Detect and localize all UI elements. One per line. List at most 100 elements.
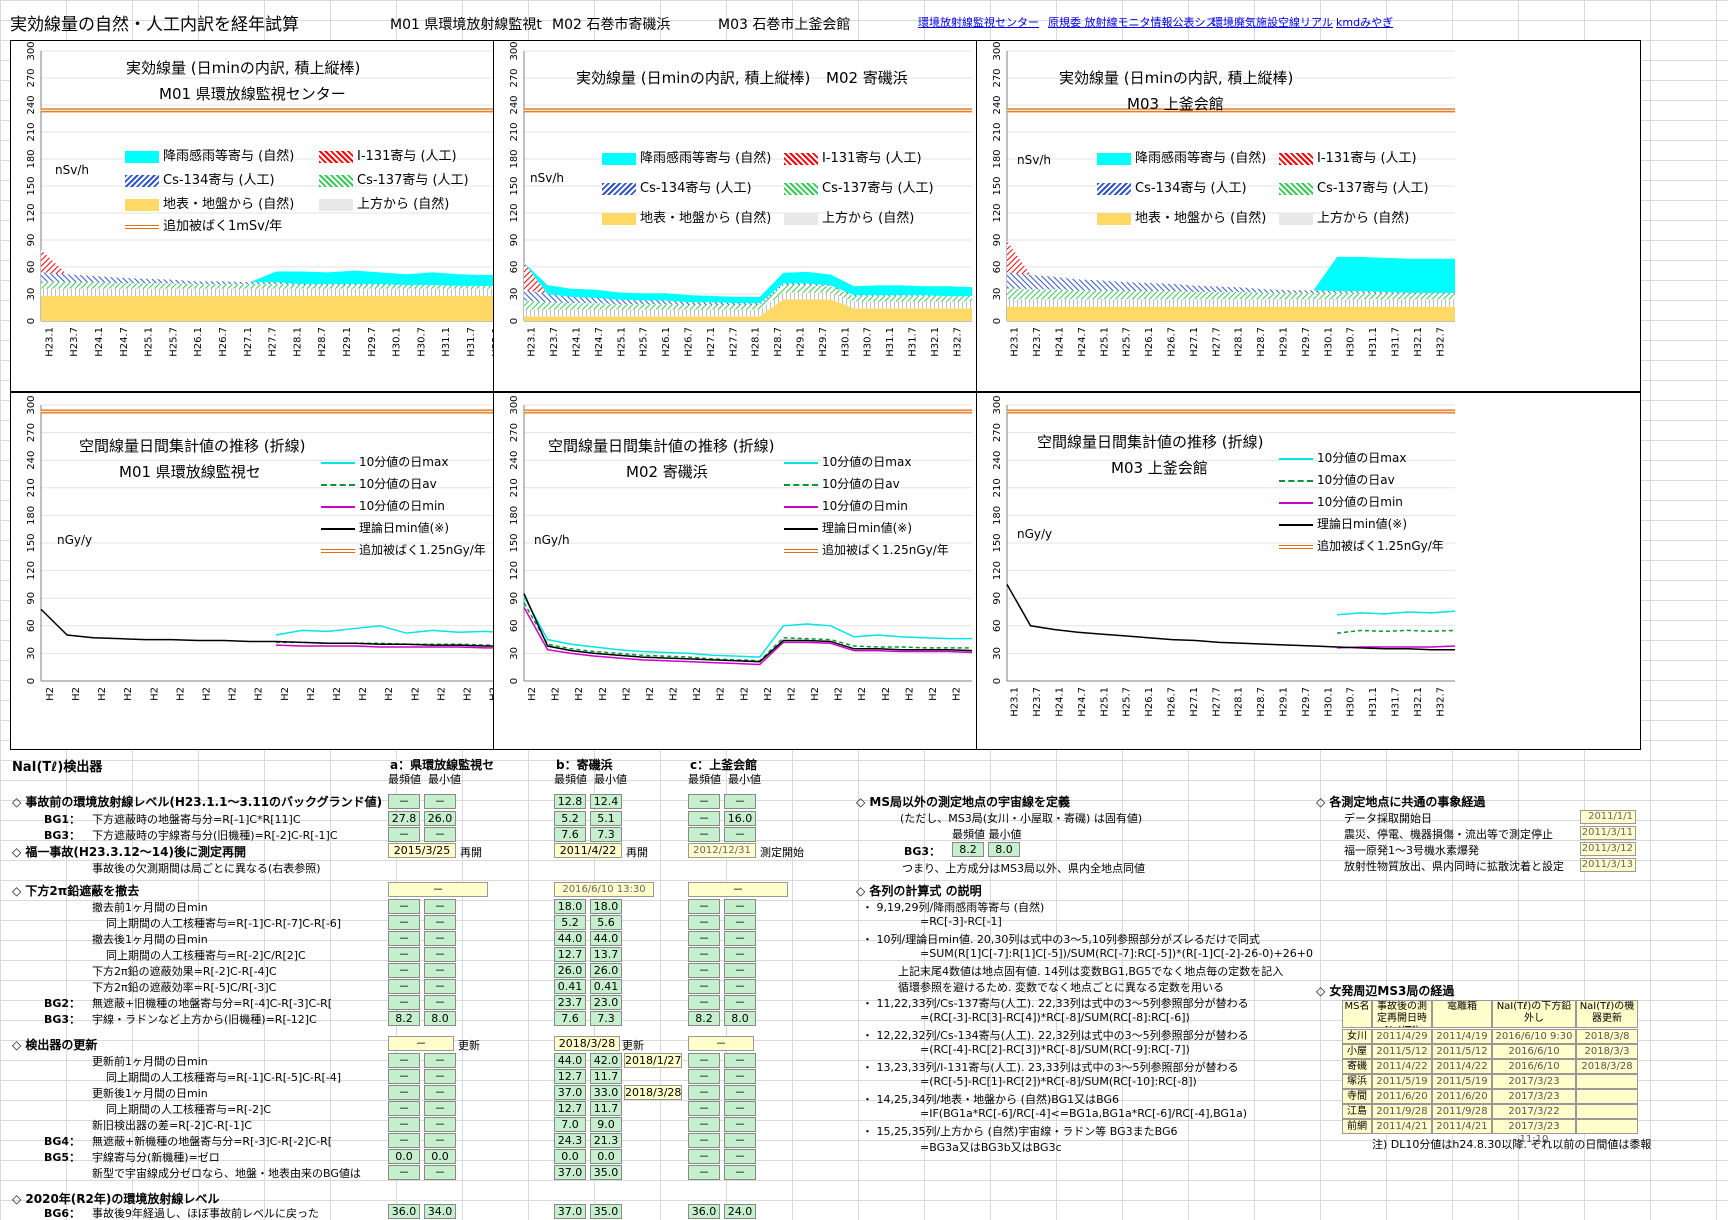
s3-row-5: 下方2π鉛の遮蔽効果=R[-2]C-R[-4]C [92, 965, 277, 978]
legend-ground: 地表・地盤から (自然) [602, 207, 771, 226]
legend-label: Cs-137寄与 (人工) [1317, 181, 1429, 196]
legend-label: 10分値の日max [1317, 451, 1407, 465]
y-tick-label: 210 [992, 122, 1003, 141]
y-tick-label: 0 [992, 318, 1003, 324]
legend-rain: 降雨感雨等寄与 (自然) [1097, 147, 1266, 166]
legend-label: I-131寄与 (人工) [357, 149, 457, 164]
x-tick-label: H2 [175, 687, 186, 701]
section-title-shield-removal: ◇ 下方2π鉛遮蔽を撤去 [12, 884, 140, 898]
cs137-area [41, 281, 537, 289]
x-tick-label: H27.7 [1211, 687, 1222, 717]
swatch [1279, 544, 1313, 549]
x-tick-label: H28.1 [751, 327, 762, 357]
cell-a-s3-min: － [424, 915, 456, 930]
link-monitoring-center[interactable]: 環境放射線監視センター [918, 16, 1039, 29]
ms3-cell: 2011/4/22 [1432, 1059, 1492, 1074]
cell-b-s3-min: 5.6 [590, 915, 622, 930]
x-tick-label: H29.1 [1279, 687, 1290, 717]
y-tick-label: 150 [26, 176, 37, 195]
x-tick-label: H23.7 [1032, 687, 1043, 717]
formula-section-title: ◇ 各列の計算式 の説明 [856, 884, 982, 898]
legend-ground: 地表・地盤から (自然) [1097, 207, 1266, 226]
legend-daymin: 10分値の日min [1279, 493, 1403, 510]
y-tick-label: 30 [26, 647, 37, 660]
ms3-note: 注) DL10分値はh24.8.30以降. それ以前の日間値は黍報 [1372, 1138, 1652, 1151]
y-tick-label: 150 [509, 176, 520, 195]
x-tick-label: H2 [786, 687, 797, 701]
s3-row-3: 撤去後1ヶ月間の日min [92, 933, 208, 946]
legend-theory: 理論日min値(※) [1279, 515, 1407, 532]
s4-row-6: 新型で宇宙線成分ゼロなら、地盤・地表由来のBG値は [92, 1167, 361, 1180]
col-b-mode: 最頻値 [554, 773, 587, 786]
y-tick-label: 60 [26, 261, 37, 274]
ms3-cell: 寄磯 [1342, 1059, 1372, 1074]
ms3-cell: 2011/4/29 [1372, 1029, 1432, 1044]
x-tick-label: H2 [254, 687, 265, 701]
y-tick-label: 30 [26, 288, 37, 301]
cell-a-s4-mode: － [388, 1165, 420, 1180]
cell-a-s4-min: － [424, 1085, 456, 1100]
ms3-cell: 2011/5/19 [1372, 1074, 1432, 1089]
swatch [1279, 523, 1313, 526]
ms3-cell: 2017/3/22 10:00 [1492, 1104, 1576, 1130]
x-tick-label: H2 [574, 687, 585, 701]
swatch [125, 150, 159, 163]
chart-subtitle: M01 県環放線監視セ [119, 463, 261, 481]
event-date: 2011/3/11 [1580, 826, 1636, 840]
swatch [602, 152, 636, 165]
event-label: 震災、停電、機器損傷・流出等で測定停止 [1344, 828, 1553, 841]
event-date: 2011/3/12 [1580, 842, 1636, 856]
restart-note: 事故後の欠測期間は局ごとに異なる(右表参照) [92, 862, 321, 875]
cell-a-update: － [388, 1036, 454, 1051]
ground-area [524, 299, 972, 321]
bg5-text: 宇線寄与分(新機種)=ゼロ [92, 1151, 220, 1164]
legend-label: 降雨感雨等寄与 (自然) [640, 151, 772, 166]
ms3-cell: 2011/5/19 [1432, 1074, 1492, 1089]
cell-b-s3-mode: 12.7 [554, 947, 586, 962]
cs137-area [1007, 288, 1455, 300]
chart-panel-m01-line: 0 30 60 90 120 150 180 210 240 270 300 H2 H2 H2 H2 H2 H2… [10, 392, 546, 750]
x-tick-label: H24.7 [1077, 327, 1088, 357]
cell-a-s3-mode: － [388, 899, 420, 914]
legend-label: 追加被ばく1mSv/年 [163, 219, 283, 234]
cell-a-s3-min: － [424, 995, 456, 1010]
y-tick-label: 210 [509, 478, 520, 497]
x-tick-label: H26.7 [684, 327, 695, 357]
legend-upper: 上方から (自然) [319, 193, 449, 212]
link-nra-monitor[interactable]: 原規委 放射線モニタ情報公表シス [1048, 16, 1217, 29]
cell-c-s4-mode: － [688, 1117, 720, 1132]
x-tick-label: H24.1 [94, 327, 105, 357]
x-tick-label: H27.7 [1211, 327, 1222, 357]
legend-label: I-131寄与 (人工) [1317, 151, 1417, 166]
cell-b-bg0-mode: 12.8 [554, 794, 586, 809]
legend-theory: 理論日min値(※) [784, 519, 912, 536]
section-title-pre-accident: ◇ 事故前の環境放射線レベル(H23.1.1～3.11のバックグランド値) [12, 795, 383, 809]
rain-area [524, 262, 972, 304]
y-tick-label: 0 [26, 318, 37, 324]
ms3-cell: 前網 [1342, 1119, 1372, 1134]
x-tick-label: H2 [123, 687, 134, 701]
x-tick-label: H25.7 [168, 327, 179, 357]
x-tick-label: H30.7 [1346, 327, 1357, 357]
cell-b-s4-mode: 24.3 [554, 1133, 586, 1148]
ms3-cell: 2016/6/10 14:20 [1492, 1044, 1576, 1070]
x-tick-label: H2 [280, 687, 291, 701]
s4-row-5: 新旧検出器の差=R[-2]C-R[-1]C [92, 1119, 252, 1132]
dayav-line [523, 602, 972, 662]
cell-b-bg3-mode: 7.6 [554, 827, 586, 842]
y-tick-label: 300 [26, 41, 37, 60]
cell-c-removal: － [688, 882, 788, 897]
y-tick-label: 90 [26, 234, 37, 247]
ms-note2: つまり、上方成分はMS3局以外、県内全地点同値 [902, 862, 1146, 875]
x-tick-label: H2 [810, 687, 821, 701]
formula-line: =(RC[-5]-RC[1]-RC[2])*RC[-8]/SUM(RC[-10]… [920, 1075, 1197, 1088]
x-tick-label: H28.1 [1234, 687, 1245, 717]
cell-c-s3-mode: － [688, 995, 720, 1010]
cell-c-s3-mode: － [688, 931, 720, 946]
ms3-header: MS名 [1342, 1000, 1372, 1028]
y-tick-label: 270 [992, 423, 1003, 442]
legend-upper: 上方から (自然) [1279, 207, 1409, 226]
link-kmd-miyagi[interactable]: kmdみやぎ [1336, 16, 1394, 29]
link-env-facility[interactable]: 環境廃気施設空線リアル [1212, 16, 1333, 29]
